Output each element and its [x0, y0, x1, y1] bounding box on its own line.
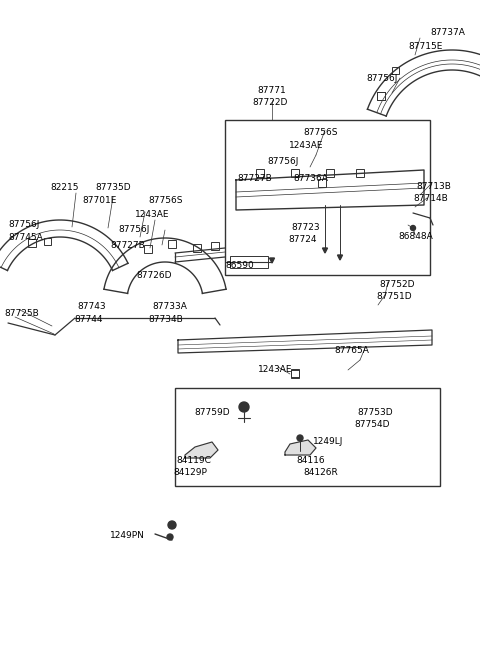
Text: 87726D: 87726D	[136, 271, 171, 280]
Text: 87734B: 87734B	[148, 315, 183, 324]
Text: 1243AE: 1243AE	[135, 210, 169, 219]
Text: 87756S: 87756S	[148, 196, 182, 205]
Bar	[144, 245, 152, 253]
Text: 87727B: 87727B	[110, 241, 145, 250]
Text: 87754D: 87754D	[354, 420, 389, 429]
Text: 86848A: 86848A	[398, 232, 433, 241]
Polygon shape	[185, 442, 218, 458]
Text: 1249PN: 1249PN	[110, 531, 145, 540]
Bar	[168, 240, 176, 248]
Text: 87724: 87724	[288, 235, 316, 244]
Polygon shape	[285, 440, 316, 455]
Bar	[377, 92, 385, 100]
Text: 82215: 82215	[50, 183, 79, 192]
Circle shape	[297, 435, 303, 441]
Text: 1249LJ: 1249LJ	[313, 437, 343, 446]
Bar	[326, 169, 334, 177]
Polygon shape	[323, 248, 327, 253]
Text: 84129P: 84129P	[173, 468, 207, 477]
Text: 87759D: 87759D	[194, 408, 229, 417]
Text: 87725B: 87725B	[4, 309, 39, 318]
Text: 87744: 87744	[74, 315, 103, 324]
Polygon shape	[269, 258, 275, 263]
Text: 87713B: 87713B	[416, 182, 451, 191]
Text: 87722D: 87722D	[252, 98, 288, 107]
Bar	[225, 120, 430, 275]
Bar	[318, 179, 326, 187]
Text: 87733A: 87733A	[152, 302, 187, 311]
Circle shape	[239, 402, 249, 412]
Text: 87714B: 87714B	[413, 194, 448, 203]
Bar	[44, 238, 51, 245]
Text: 84119C: 84119C	[176, 456, 211, 465]
Bar	[291, 370, 299, 378]
Text: 87743: 87743	[77, 302, 106, 311]
Text: 87735D: 87735D	[95, 183, 131, 192]
Text: 87737A: 87737A	[430, 28, 465, 37]
Bar	[377, 92, 385, 100]
Text: 87736A: 87736A	[293, 174, 328, 183]
Circle shape	[167, 534, 173, 540]
Text: 87756J: 87756J	[118, 225, 149, 234]
Bar	[356, 169, 364, 177]
Text: 87727B: 87727B	[237, 174, 272, 183]
Text: 86590: 86590	[225, 261, 254, 270]
Polygon shape	[337, 255, 343, 260]
Text: 84116: 84116	[296, 456, 324, 465]
Text: 84126R: 84126R	[303, 468, 338, 477]
Text: 1243AE: 1243AE	[258, 365, 292, 374]
Text: 87756J: 87756J	[366, 74, 397, 83]
Text: 87756J: 87756J	[8, 220, 39, 229]
Bar	[230, 256, 268, 268]
Bar	[392, 67, 399, 74]
Bar	[256, 169, 264, 177]
Text: 87756J: 87756J	[267, 157, 299, 166]
Circle shape	[168, 521, 176, 529]
Text: 87771: 87771	[257, 86, 286, 95]
Bar	[175, 388, 440, 486]
Text: 87752D: 87752D	[379, 280, 415, 289]
Text: 87745A: 87745A	[8, 233, 43, 242]
Text: 87756S: 87756S	[303, 128, 337, 137]
Circle shape	[410, 225, 416, 231]
Bar	[291, 169, 299, 177]
Bar	[211, 242, 219, 250]
Text: 87723: 87723	[291, 223, 320, 232]
Text: 87715E: 87715E	[408, 42, 443, 51]
Text: 87765A: 87765A	[334, 346, 369, 355]
Bar	[291, 369, 299, 377]
Text: 87753D: 87753D	[357, 408, 393, 417]
Text: 1243AE: 1243AE	[289, 141, 324, 150]
Text: 87751D: 87751D	[376, 292, 412, 301]
Bar	[193, 244, 201, 252]
Bar	[28, 239, 36, 247]
Text: 87701E: 87701E	[82, 196, 116, 205]
